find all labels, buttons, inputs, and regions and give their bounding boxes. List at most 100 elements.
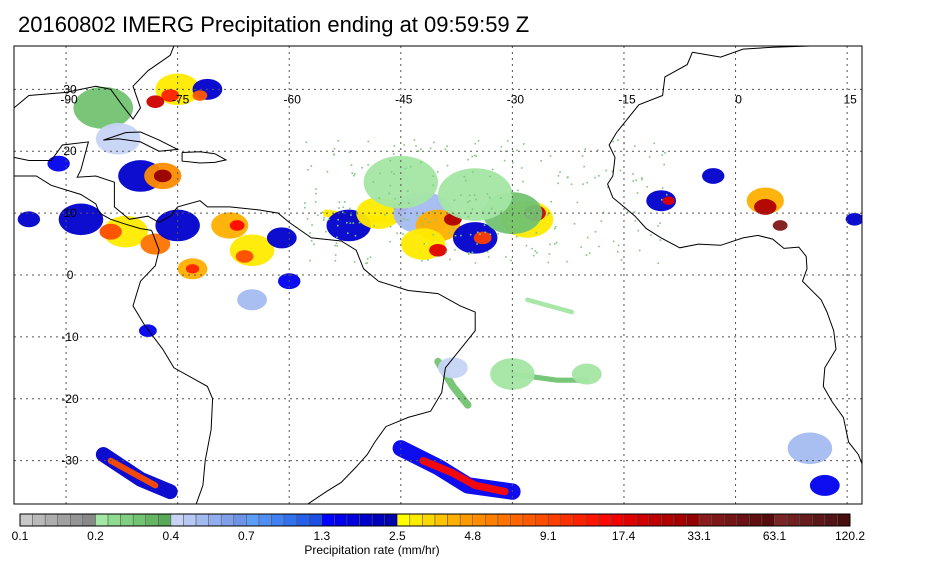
drizzle-dot bbox=[449, 258, 451, 261]
drizzle-dot bbox=[471, 208, 474, 210]
drizzle-dot bbox=[500, 210, 503, 213]
precip-cell bbox=[103, 215, 148, 248]
south-america-coast bbox=[158, 200, 476, 504]
drizzle-dot bbox=[350, 214, 352, 216]
drizzle-dot bbox=[661, 187, 664, 189]
drizzle-dot bbox=[384, 213, 386, 216]
precip-cell bbox=[192, 90, 208, 101]
precip-cell bbox=[138, 324, 157, 338]
precip-cell bbox=[754, 199, 777, 215]
drizzle-dot bbox=[309, 259, 311, 262]
precip-cell bbox=[146, 95, 165, 109]
drizzle-dot bbox=[516, 149, 518, 152]
drizzle-dot bbox=[665, 193, 668, 196]
drizzle-dot bbox=[554, 243, 556, 245]
drizzle-dot bbox=[467, 253, 470, 255]
drizzle-dot bbox=[336, 236, 338, 239]
drizzle-dot bbox=[389, 225, 392, 228]
drizzle-dot bbox=[334, 260, 337, 262]
drizzle-dot bbox=[497, 233, 499, 235]
graticule-labels: -90 -75 -60 -45 -30 -15 0 15 30 20 10 0 -10 -20 -30 bbox=[60, 82, 857, 467]
drizzle-dot bbox=[521, 208, 524, 210]
lon-tick-label: -60 bbox=[284, 92, 302, 106]
drizzle-dot bbox=[483, 224, 486, 226]
precip-cell bbox=[363, 155, 439, 209]
drizzle-dot bbox=[525, 244, 528, 247]
drizzle-dot bbox=[588, 252, 591, 254]
drizzle-dot bbox=[421, 223, 424, 226]
drizzle-dot bbox=[507, 221, 510, 224]
drizzle-dot bbox=[607, 186, 609, 189]
drizzle-dot bbox=[555, 241, 558, 244]
drizzle-dot bbox=[311, 224, 313, 226]
drizzle-dot bbox=[378, 197, 381, 199]
precip-cell bbox=[99, 223, 122, 240]
lon-tick-label: -15 bbox=[618, 92, 636, 106]
drizzle-dot bbox=[369, 256, 372, 259]
drizzle-dot bbox=[307, 169, 309, 171]
drizzle-dot bbox=[445, 251, 448, 254]
drizzle-dot bbox=[464, 179, 467, 182]
drizzle-dot bbox=[361, 166, 363, 169]
drizzle-dot bbox=[523, 211, 525, 214]
drizzle-dot bbox=[487, 256, 490, 258]
drizzle-dot bbox=[594, 176, 596, 179]
precip-cell bbox=[772, 220, 788, 231]
lat-tick-label: -20 bbox=[61, 392, 79, 406]
precip-cell bbox=[73, 86, 134, 129]
drizzle-dot bbox=[540, 159, 542, 162]
drizzle-dot bbox=[434, 219, 437, 221]
drizzle-dot bbox=[517, 189, 519, 192]
drizzle-dot bbox=[429, 147, 432, 150]
drizzle-dot bbox=[419, 148, 422, 151]
drizzle-dot bbox=[531, 247, 533, 250]
drizzle-dot bbox=[327, 218, 330, 221]
drizzle-dot bbox=[325, 230, 327, 233]
drizzle-dot bbox=[660, 198, 663, 201]
drizzle-dot bbox=[611, 170, 613, 173]
precip-cell bbox=[845, 212, 862, 226]
drizzle-dot bbox=[600, 220, 603, 222]
drizzle-dot bbox=[580, 246, 583, 248]
precip-cell bbox=[161, 89, 180, 102]
drizzle-dot bbox=[515, 235, 518, 238]
drizzle-dot bbox=[310, 165, 312, 167]
drizzle-dot bbox=[333, 147, 336, 150]
drizzle-dot bbox=[334, 254, 337, 256]
lat-tick-label: -10 bbox=[61, 330, 79, 344]
drizzle-dot bbox=[336, 245, 339, 247]
drizzle-dot bbox=[510, 259, 512, 262]
coastlines bbox=[14, 46, 862, 504]
drizzle-dot bbox=[467, 201, 469, 203]
drizzle-dot bbox=[416, 214, 418, 217]
drizzle-dot bbox=[392, 153, 395, 155]
drizzle-dot bbox=[415, 145, 417, 147]
drizzle-dot bbox=[503, 159, 506, 162]
drizzle-dot bbox=[343, 201, 346, 203]
precip-cell bbox=[571, 363, 602, 385]
drizzle-dot bbox=[476, 243, 478, 245]
drizzle-dot bbox=[404, 167, 407, 170]
drizzle-dot bbox=[317, 214, 319, 217]
drizzle-dot bbox=[366, 262, 368, 264]
drizzle-dot bbox=[659, 239, 662, 241]
drizzle-dot bbox=[389, 159, 392, 162]
drizzle-dot bbox=[641, 177, 643, 179]
drizzle-dot bbox=[638, 249, 641, 252]
drizzle-dot bbox=[453, 199, 456, 202]
mexico-central-america-coast bbox=[14, 141, 160, 223]
drizzle-dot bbox=[432, 184, 435, 187]
drizzle-dot bbox=[633, 211, 636, 213]
drizzle-dot bbox=[559, 171, 561, 173]
drizzle-dot bbox=[522, 143, 525, 145]
precip-cell bbox=[153, 169, 172, 183]
drizzle-dot bbox=[535, 231, 538, 234]
drizzle-dot bbox=[619, 169, 622, 172]
drizzle-dot bbox=[500, 145, 503, 148]
drizzle-dot bbox=[454, 234, 457, 237]
drizzle-dot bbox=[444, 148, 447, 151]
precip-band bbox=[525, 297, 575, 315]
drizzle-dot bbox=[598, 245, 600, 248]
drizzle-dot bbox=[528, 212, 530, 215]
drizzle-dot bbox=[520, 167, 523, 169]
